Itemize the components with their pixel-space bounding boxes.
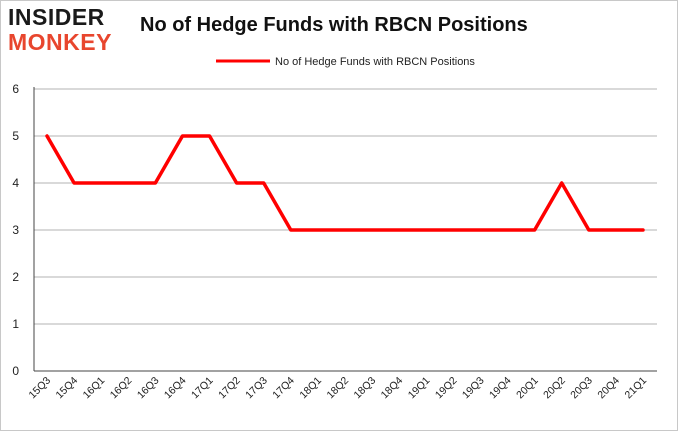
data-point bbox=[72, 181, 76, 185]
data-point bbox=[614, 228, 618, 232]
x-tick-label: 16Q4 bbox=[162, 375, 189, 402]
x-tick-label: 17Q1 bbox=[189, 375, 216, 402]
data-point bbox=[451, 228, 455, 232]
x-tick-label: 19Q3 bbox=[460, 375, 487, 402]
x-tick-label: 17Q4 bbox=[270, 375, 297, 402]
x-tick-label: 19Q2 bbox=[433, 375, 460, 402]
data-point bbox=[262, 181, 266, 185]
data-point bbox=[478, 228, 482, 232]
series-layer bbox=[45, 134, 645, 232]
data-point bbox=[533, 228, 537, 232]
data-point bbox=[641, 228, 645, 232]
x-tick-label: 19Q1 bbox=[406, 375, 433, 402]
gridlines bbox=[34, 88, 657, 325]
logo-text-bottom: MONKEY bbox=[8, 29, 112, 55]
x-tick-label: 21Q1 bbox=[622, 375, 649, 402]
data-point bbox=[289, 228, 293, 232]
x-tick-label: 20Q1 bbox=[514, 375, 541, 402]
insider-monkey-logo: INSIDER MONKEY bbox=[8, 6, 126, 56]
y-tick-label: 5 bbox=[12, 129, 19, 143]
x-tick-label: 17Q3 bbox=[243, 375, 270, 402]
x-tick-labels: 15Q3 15Q4 16Q1 16Q2 16Q3 16Q4 17Q1 17Q2 17Q3 17Q4… bbox=[26, 375, 649, 402]
x-tick-label: 18Q1 bbox=[297, 375, 324, 402]
y-tick-label: 2 bbox=[12, 270, 19, 284]
data-point bbox=[45, 134, 49, 138]
x-tick-label: 16Q3 bbox=[135, 375, 162, 402]
y-tick-labels: 0 1 2 3 4 5 6 bbox=[12, 82, 19, 378]
data-point bbox=[153, 181, 157, 185]
y-tick-label: 0 bbox=[12, 364, 19, 378]
data-point bbox=[506, 228, 510, 232]
x-tick-label: 19Q4 bbox=[487, 375, 514, 402]
data-point bbox=[560, 181, 564, 185]
data-point bbox=[235, 181, 239, 185]
x-tick-label: 16Q1 bbox=[81, 375, 108, 402]
data-point bbox=[99, 181, 103, 185]
logo-text-top: INSIDER bbox=[8, 4, 105, 30]
y-tick-label: 3 bbox=[12, 223, 19, 237]
data-point bbox=[343, 228, 347, 232]
x-tick-label: 20Q3 bbox=[568, 375, 595, 402]
legend: No of Hedge Funds with RBCN Positions bbox=[216, 56, 475, 68]
x-tick-label: 15Q4 bbox=[54, 375, 81, 402]
x-tick-label: 18Q4 bbox=[379, 375, 406, 402]
x-tick-label: 18Q2 bbox=[324, 375, 351, 402]
legend-label: No of Hedge Funds with RBCN Positions bbox=[275, 56, 475, 68]
data-point bbox=[180, 134, 184, 138]
x-tick-label: 18Q3 bbox=[352, 375, 379, 402]
x-tick-label: 17Q2 bbox=[216, 375, 243, 402]
y-tick-label: 6 bbox=[12, 82, 19, 96]
data-point bbox=[208, 134, 212, 138]
x-tick-label: 20Q2 bbox=[541, 375, 568, 402]
axes bbox=[33, 87, 657, 372]
data-point bbox=[397, 228, 401, 232]
chart-title: No of Hedge Funds with RBCN Positions bbox=[140, 14, 528, 36]
y-tick-label: 4 bbox=[12, 176, 19, 190]
data-point bbox=[126, 181, 130, 185]
x-tick-label: 15Q3 bbox=[26, 375, 53, 402]
data-point bbox=[587, 228, 591, 232]
x-tick-label: 16Q2 bbox=[108, 375, 135, 402]
x-tick-label: 20Q4 bbox=[595, 375, 622, 402]
data-point bbox=[370, 228, 374, 232]
y-tick-label: 1 bbox=[12, 317, 19, 331]
data-point bbox=[424, 228, 428, 232]
data-point bbox=[316, 228, 320, 232]
